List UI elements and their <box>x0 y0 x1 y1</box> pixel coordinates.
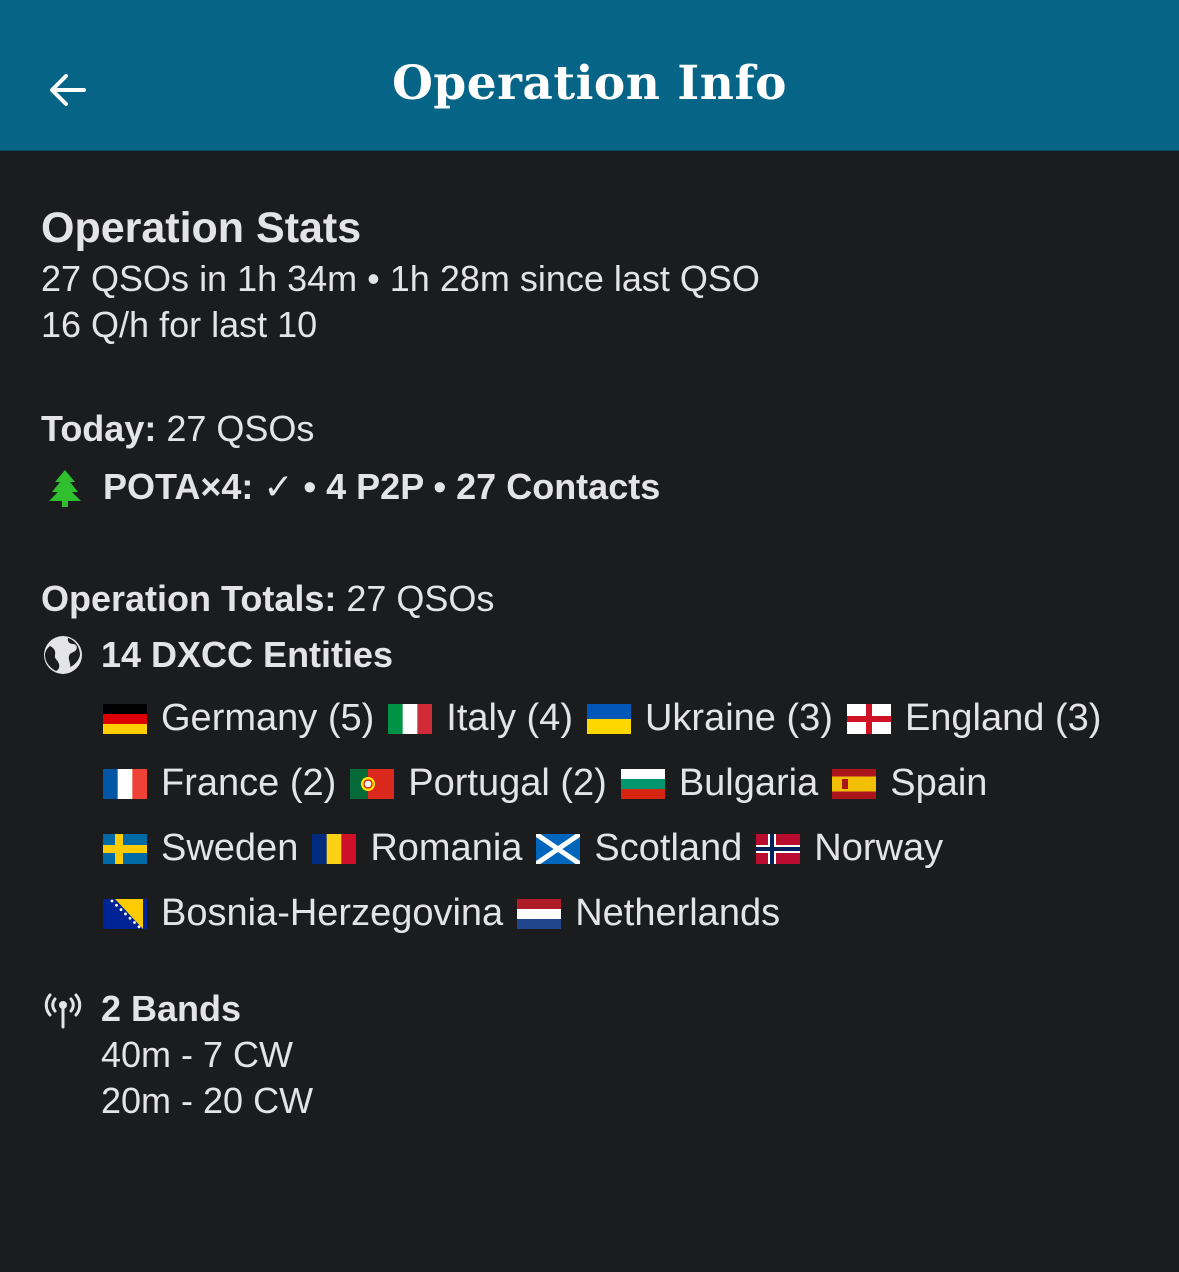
flag-ba-icon <box>103 898 147 929</box>
country-name: Norway <box>814 827 944 869</box>
page-title: Operation Info <box>391 56 788 111</box>
country-item: Bosnia-Herzegovina <box>103 892 503 935</box>
country-name: Sweden <box>161 827 299 869</box>
country-item: Germany (5) <box>103 697 374 740</box>
flag-ro-icon <box>312 833 357 864</box>
country-item: Sweden <box>103 827 298 870</box>
totals-value: 27 QSOs <box>336 578 495 619</box>
country-item: Romania <box>312 827 522 870</box>
country-item: Scotland <box>536 827 742 870</box>
country-list: Germany (5) Italy (4) Ukraine (3) England (… <box>103 686 1179 946</box>
flag-ua-icon <box>586 703 631 734</box>
flag-sc-icon <box>536 833 581 864</box>
country-item: Ukraine (3) <box>586 697 833 740</box>
country-name: Scotland <box>594 827 743 869</box>
country-name: Netherlands <box>575 892 781 934</box>
country-row: Sweden Romania Scotland Norway <box>103 816 1179 881</box>
tree-icon <box>43 465 87 509</box>
flag-nl-icon <box>517 898 562 929</box>
country-item: France (2) <box>103 762 336 805</box>
country-item: England (3) <box>846 697 1102 740</box>
bands-heading: 2 Bands <box>101 988 242 1029</box>
band-item: 40m - 7 CW <box>101 1034 294 1075</box>
country-name: Germany (5) <box>161 697 375 739</box>
flag-de-icon <box>103 703 147 734</box>
pota-summary: POTA×4: ✓ • 4 P2P • 27 Contacts <box>103 466 661 507</box>
arrow-left-icon[interactable] <box>46 70 88 110</box>
totals-line: Operation Totals: 27 QSOs <box>41 576 1179 622</box>
flag-es-icon <box>832 768 877 799</box>
country-item: Italy (4) <box>388 697 573 740</box>
app-bar: Operation Info <box>0 0 1179 151</box>
country-item: Portugal (2) <box>350 762 607 805</box>
country-name: France (2) <box>161 762 337 804</box>
dxcc-count: 14 DXCC Entities <box>101 634 394 675</box>
flag-no-icon <box>756 833 801 864</box>
band-list: 40m - 7 CW 20m - 20 CW <box>101 1032 1179 1124</box>
band-item: 20m - 20 CW <box>101 1080 314 1121</box>
country-name: Bulgaria <box>678 762 819 804</box>
dxcc-line: 14 DXCC Entities <box>41 632 1179 678</box>
today-label: Today: <box>41 408 157 449</box>
stats-heading: Operation Stats <box>41 204 362 252</box>
globe-icon <box>41 633 85 677</box>
pota-line: POTA×4: ✓ • 4 P2P • 27 Contacts <box>41 464 1179 510</box>
country-name: Bosnia-Herzegovina <box>161 892 504 934</box>
country-name: Romania <box>370 827 523 869</box>
stats-line2: 16 Q/h for last 10 <box>41 304 318 345</box>
country-item: Netherlands <box>517 892 780 935</box>
flag-en-icon <box>846 703 891 734</box>
flag-pt-icon <box>350 768 395 799</box>
country-name: England (3) <box>904 697 1102 739</box>
country-name: Portugal (2) <box>408 762 607 804</box>
today-line: Today: 27 QSOs <box>41 406 1179 452</box>
flag-it-icon <box>388 703 433 734</box>
stats-line1: 27 QSOs in 1h 34m • 1h 28m since last QS… <box>41 258 760 299</box>
country-name: Spain <box>890 762 988 804</box>
flag-bg-icon <box>620 768 665 799</box>
country-row: Germany (5) Italy (4) Ukraine (3) England (… <box>103 686 1179 751</box>
country-item: Bulgaria <box>620 762 819 805</box>
country-name: Italy (4) <box>446 697 573 739</box>
bands-line: 2 Bands <box>41 986 1179 1032</box>
flag-fr-icon <box>103 768 147 799</box>
country-item: Spain <box>832 762 987 805</box>
flag-se-icon <box>103 833 147 864</box>
antenna-icon <box>41 987 85 1031</box>
country-row: Bosnia-Herzegovina Netherlands <box>103 881 1179 946</box>
country-row: France (2) Portugal (2) Bulgaria Spain <box>103 751 1179 816</box>
today-value: 27 QSOs <box>156 408 315 449</box>
country-item: Norway <box>756 827 943 870</box>
country-name: Ukraine (3) <box>644 697 833 739</box>
totals-label: Operation Totals: <box>41 578 337 619</box>
content: Operation Stats 27 QSOs in 1h 34m • 1h 2… <box>41 200 1179 1124</box>
